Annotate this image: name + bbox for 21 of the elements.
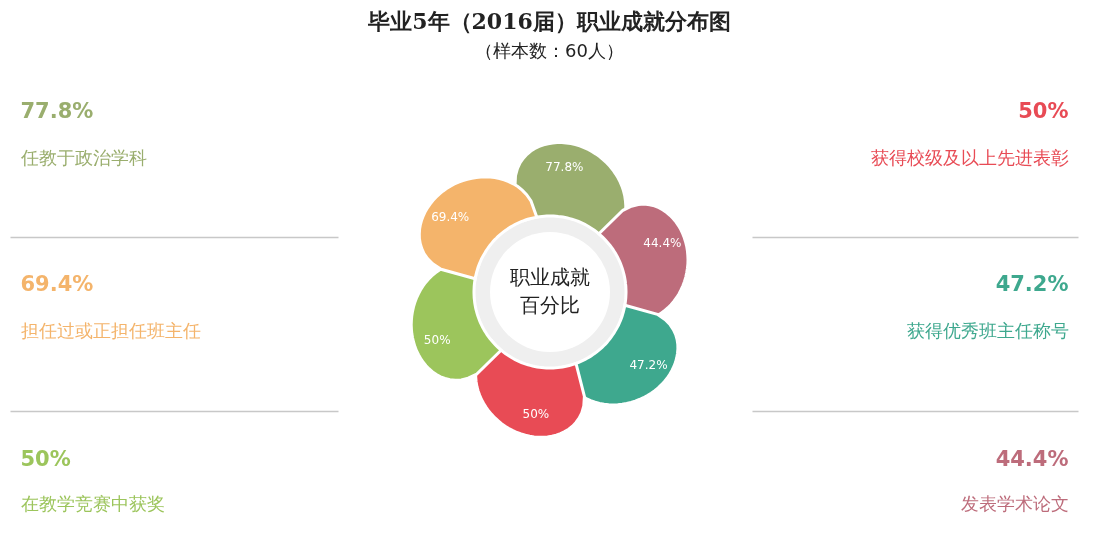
text: 50% xyxy=(522,406,550,421)
category-label: 获得优秀班主任称号 xyxy=(906,320,1069,341)
text: 77.8% xyxy=(545,160,584,175)
category-label: 在教学竞赛中获奖 xyxy=(20,493,165,514)
category-label: 担任过或正担任班主任 xyxy=(20,320,201,341)
data-label: 44.4% xyxy=(995,446,1069,471)
data-label: 50% xyxy=(20,446,71,471)
category-label: 任教于政治学科 xyxy=(19,147,147,168)
category-label: 获得校级及以上先进表彰 xyxy=(870,147,1069,168)
data-label: 47.2% xyxy=(995,271,1069,296)
data-label: 69.4% xyxy=(20,271,94,296)
text: 职业成就百分比 xyxy=(510,264,590,317)
category-label: 发表学术论文 xyxy=(960,493,1069,514)
data-label: 77.8% xyxy=(20,98,94,123)
text: 50% xyxy=(423,333,451,348)
data-label: 50% xyxy=(1018,98,1069,123)
text: 毕业5年（2016届）职业成就分布图 xyxy=(367,7,731,34)
text: 47.2% xyxy=(629,357,668,372)
text: （样本数：60人） xyxy=(475,40,624,61)
text: 69.4% xyxy=(431,210,470,225)
text: 44.4% xyxy=(643,235,682,250)
